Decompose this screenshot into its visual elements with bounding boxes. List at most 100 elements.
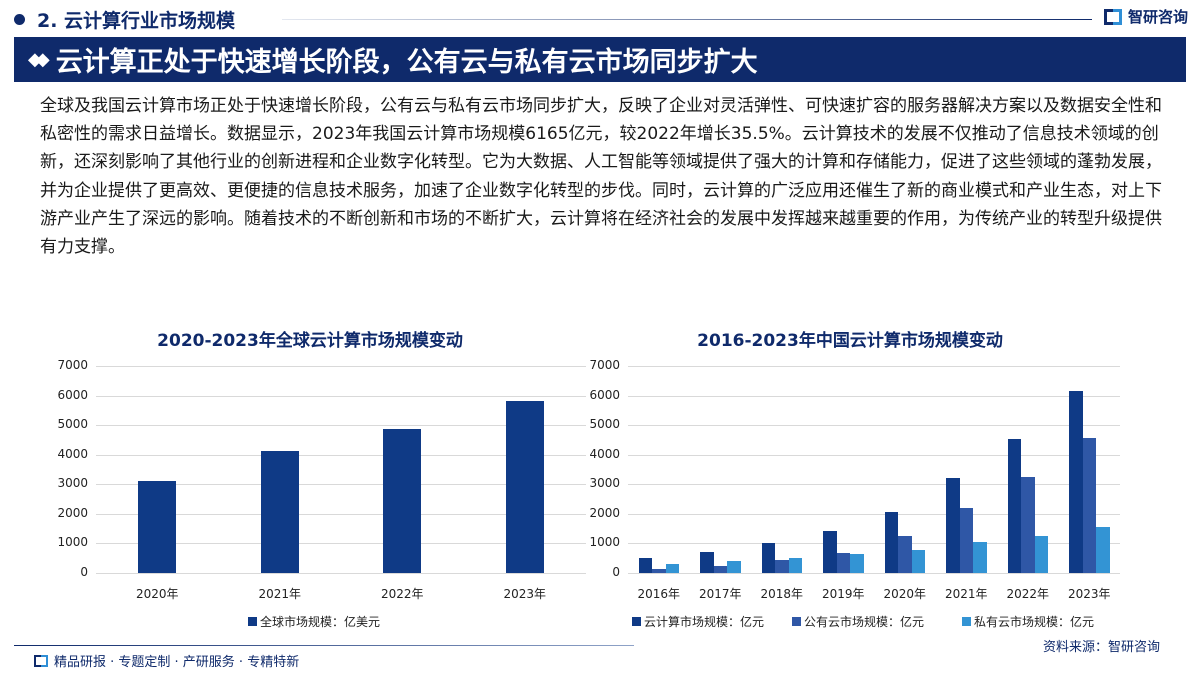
- bar-2019年: [823, 530, 837, 573]
- gridline: [96, 513, 586, 515]
- bar-2022年: [1021, 476, 1035, 573]
- gridline: [628, 454, 1120, 456]
- gridline: [628, 513, 1120, 515]
- legend-label: 公有云市场规模：亿元: [804, 615, 925, 629]
- gridline: [96, 543, 586, 545]
- y-axis-tick: 3000: [57, 476, 88, 491]
- gridline: [628, 484, 1120, 486]
- y-axis-tick: 7000: [57, 358, 88, 372]
- brand-name: 智研咨询: [1127, 8, 1188, 26]
- bar-2021年: [946, 478, 960, 573]
- bar-2021年: [959, 508, 973, 573]
- y-axis-tick: 1000: [57, 535, 88, 550]
- gridline: [96, 573, 586, 574]
- legend-swatch-icon: [792, 617, 801, 626]
- bar-2020年: [884, 512, 898, 573]
- gridline: [96, 484, 586, 486]
- bar-2018年: [788, 557, 802, 573]
- bar-2018年: [761, 543, 775, 573]
- legend-swatch-icon: [962, 617, 971, 626]
- bar-2016年: [638, 558, 652, 573]
- brand-logo-icon: [34, 654, 48, 668]
- bar-2018年: [775, 560, 789, 573]
- page-title: 云计算正处于快速增长阶段，公有云与私有云市场同步扩大: [55, 47, 758, 78]
- x-axis-label: 2017年: [698, 587, 742, 601]
- x-axis-label: 2019年: [821, 587, 865, 601]
- bar-2020年: [898, 535, 912, 573]
- x-axis-label: 2023年: [503, 587, 547, 601]
- bullet-dot-icon: [14, 13, 25, 25]
- y-axis-tick: 1000: [589, 535, 620, 550]
- y-axis-tick: 6000: [589, 387, 620, 402]
- x-axis-label: 2018年: [760, 587, 804, 601]
- bar-2019年: [850, 554, 864, 573]
- y-axis-tick: 4000: [589, 446, 620, 461]
- bar-2022年: [1007, 439, 1021, 573]
- bar-2017年: [713, 565, 727, 573]
- y-axis-tick: 2000: [57, 505, 88, 520]
- bar-2023年: [505, 400, 544, 573]
- footer-tagline: 精品研报 · 专题定制 · 产研服务 · 专精特新: [54, 655, 300, 670]
- x-axis-label: 2022年: [380, 587, 424, 601]
- data-source: 资料来源：智研咨询: [1042, 640, 1160, 655]
- gridline: [96, 366, 586, 367]
- section-title: 2. 云计算行业市场规模: [37, 9, 236, 32]
- y-axis-tick: 5000: [589, 417, 620, 432]
- chart-title: 2016-2023年中国云计算市场规模变动: [697, 331, 1003, 351]
- legend-item: 全球市场规模：亿美元: [248, 613, 380, 630]
- y-axis-tick: 5000: [57, 417, 88, 432]
- gridline: [628, 573, 1120, 574]
- legend-label: 全球市场规模：亿美元: [260, 615, 381, 629]
- legend-label: 云计算市场规模：亿元: [644, 615, 765, 629]
- legend-label: 私有云市场规模：亿元: [974, 615, 1095, 629]
- y-axis-tick: 0: [612, 565, 620, 579]
- legend-swatch-icon: [632, 617, 641, 626]
- legend-item: 私有云市场规模：亿元: [962, 613, 1094, 630]
- legend-item: 公有云市场规模：亿元: [792, 613, 924, 630]
- footer: 精品研报 · 专题定制 · 产研服务 · 专精特新: [34, 651, 299, 670]
- x-axis-label: 2020年: [135, 587, 179, 601]
- bar-2023年: [1096, 527, 1110, 573]
- y-axis-tick: 2000: [589, 505, 620, 520]
- y-axis-tick: 4000: [57, 446, 88, 461]
- bar-2021年: [260, 451, 299, 573]
- gridline: [628, 543, 1120, 545]
- legend-item: 云计算市场规模：亿元: [632, 613, 764, 630]
- x-axis-label: 2021年: [258, 587, 302, 601]
- gridline: [628, 366, 1120, 367]
- body-paragraph: 全球及我国云计算市场正处于快速增长阶段，公有云与私有云市场同步扩大，反映了企业对…: [40, 96, 1162, 258]
- x-axis-label: 2021年: [944, 587, 988, 601]
- brand-logo-block: 智研咨询: [1103, 6, 1188, 27]
- gridline: [96, 425, 586, 427]
- bar-2016年: [665, 563, 679, 573]
- bar-2020年: [911, 549, 925, 573]
- x-axis-label: 2023年: [1067, 587, 1111, 601]
- y-axis-tick: 6000: [57, 387, 88, 402]
- bar-2022年: [1034, 535, 1048, 573]
- gridline: [628, 425, 1120, 427]
- gridline: [96, 454, 586, 456]
- y-axis-tick: 3000: [589, 476, 620, 491]
- bar-2017年: [727, 560, 741, 573]
- footer-divider: [14, 645, 634, 646]
- bar-2023年: [1082, 438, 1096, 573]
- bar-2016年: [652, 568, 666, 573]
- brand-logo-icon: [1103, 8, 1122, 26]
- y-axis-tick: 0: [80, 565, 88, 579]
- gridline: [96, 395, 586, 397]
- legend-swatch-icon: [248, 617, 257, 626]
- bar-2019年: [836, 552, 850, 573]
- bar-2023年: [1069, 390, 1083, 573]
- bar-2022年: [383, 429, 422, 573]
- gridline: [628, 395, 1120, 397]
- bar-2017年: [700, 551, 714, 573]
- header-divider: [282, 19, 1092, 20]
- bar-2020年: [138, 481, 177, 573]
- x-axis-label: 2022年: [1006, 587, 1050, 601]
- bar-2021年: [973, 542, 987, 573]
- page-title-banner: ◆◆ 云计算正处于快速增长阶段，公有云与私有云市场同步扩大: [14, 37, 1186, 82]
- y-axis-tick: 7000: [589, 358, 620, 372]
- global-cloud-market-chart: 2020-2023年全球云计算市场规模变动 7000 6000 5000 4000 30…: [57, 331, 586, 630]
- chart-title: 2020-2023年全球云计算市场规模变动: [157, 331, 463, 351]
